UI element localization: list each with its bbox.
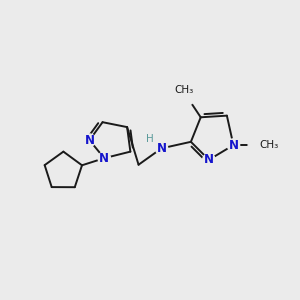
Circle shape [203,154,215,166]
Circle shape [83,134,96,146]
Text: N: N [85,134,94,147]
Circle shape [248,137,265,153]
Text: N: N [157,142,166,155]
Text: N: N [228,139,239,152]
Circle shape [155,142,168,154]
Circle shape [180,91,195,105]
Circle shape [98,152,110,164]
Text: N: N [204,153,214,166]
Circle shape [227,139,240,151]
Text: CH₃: CH₃ [259,140,278,150]
Text: N: N [99,152,109,165]
Text: CH₃: CH₃ [175,85,194,95]
Text: H: H [146,134,154,144]
